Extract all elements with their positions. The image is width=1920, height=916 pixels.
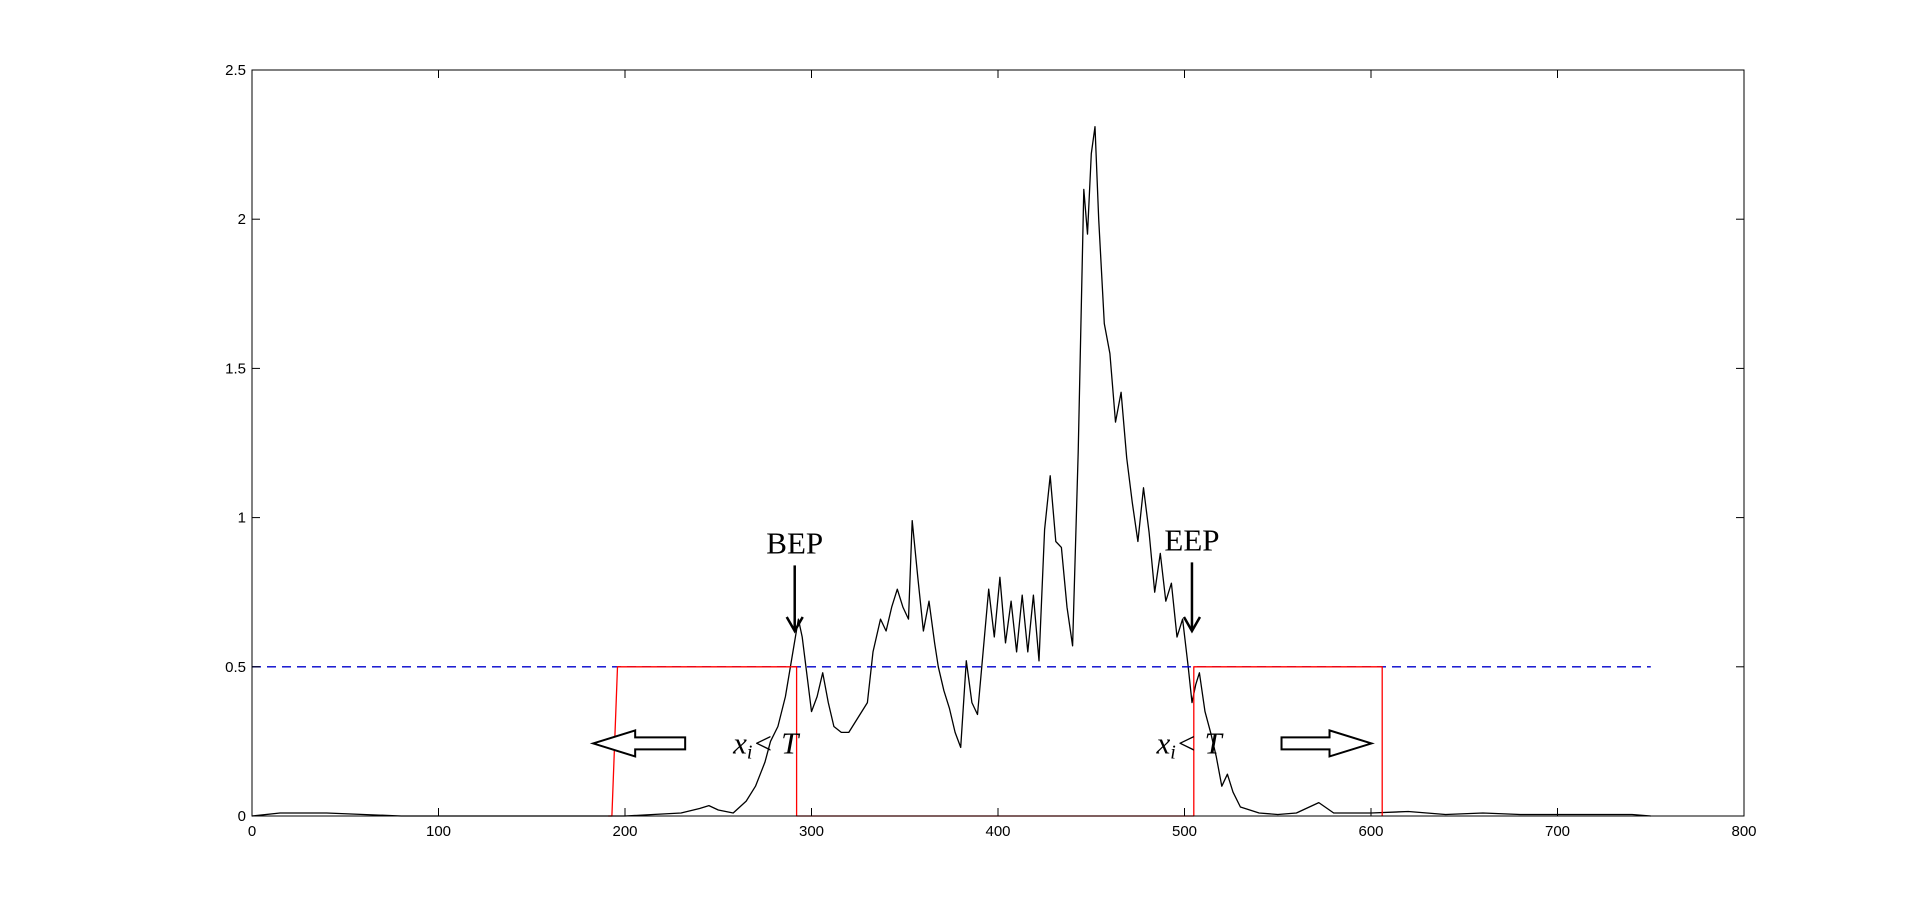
- y-tick-label: 1: [238, 510, 246, 527]
- x-tick-label: 700: [1545, 823, 1570, 840]
- x-tick-label: 0: [248, 823, 256, 840]
- annotation-condition-label: xi< T: [732, 725, 801, 763]
- series-window-line: [608, 666, 1383, 817]
- x-tick-label: 800: [1731, 823, 1756, 840]
- axes-group: 0 100 200 300 400 500 600 700 800 0 0.5 1 1.5 2 2.5: [225, 62, 1756, 840]
- annotation-bep-label: BEP: [766, 525, 823, 560]
- series-signal-line: [251, 126, 1651, 817]
- annotation-eep-label: EEP: [1164, 522, 1219, 557]
- left-arrow-icon: [589, 729, 687, 758]
- x-tick-label: 400: [985, 823, 1010, 840]
- series-group: [251, 126, 1651, 817]
- plot-frame: [251, 69, 1745, 817]
- x-tick-label: 200: [612, 823, 637, 840]
- x-tick-label: 500: [1172, 823, 1197, 840]
- annotations-group: BEP EEP xi< T xi< T: [589, 522, 1375, 763]
- x-tick-label: 100: [426, 823, 451, 840]
- right-arrow-icon: [1280, 729, 1375, 758]
- x-tick-label: 600: [1358, 823, 1383, 840]
- x-tick-label: 300: [799, 823, 824, 840]
- y-tick-label: 2.5: [225, 62, 246, 79]
- y-tick-label: 2: [238, 211, 246, 228]
- annotation-condition-label: xi< T: [1156, 725, 1225, 763]
- y-tick-label: 0.5: [225, 659, 246, 676]
- annotation-arrow-head: [785, 616, 804, 634]
- y-tick-label: 1.5: [225, 360, 246, 377]
- y-tick-label: 0: [238, 808, 246, 825]
- annotation-arrow-head: [1182, 616, 1202, 634]
